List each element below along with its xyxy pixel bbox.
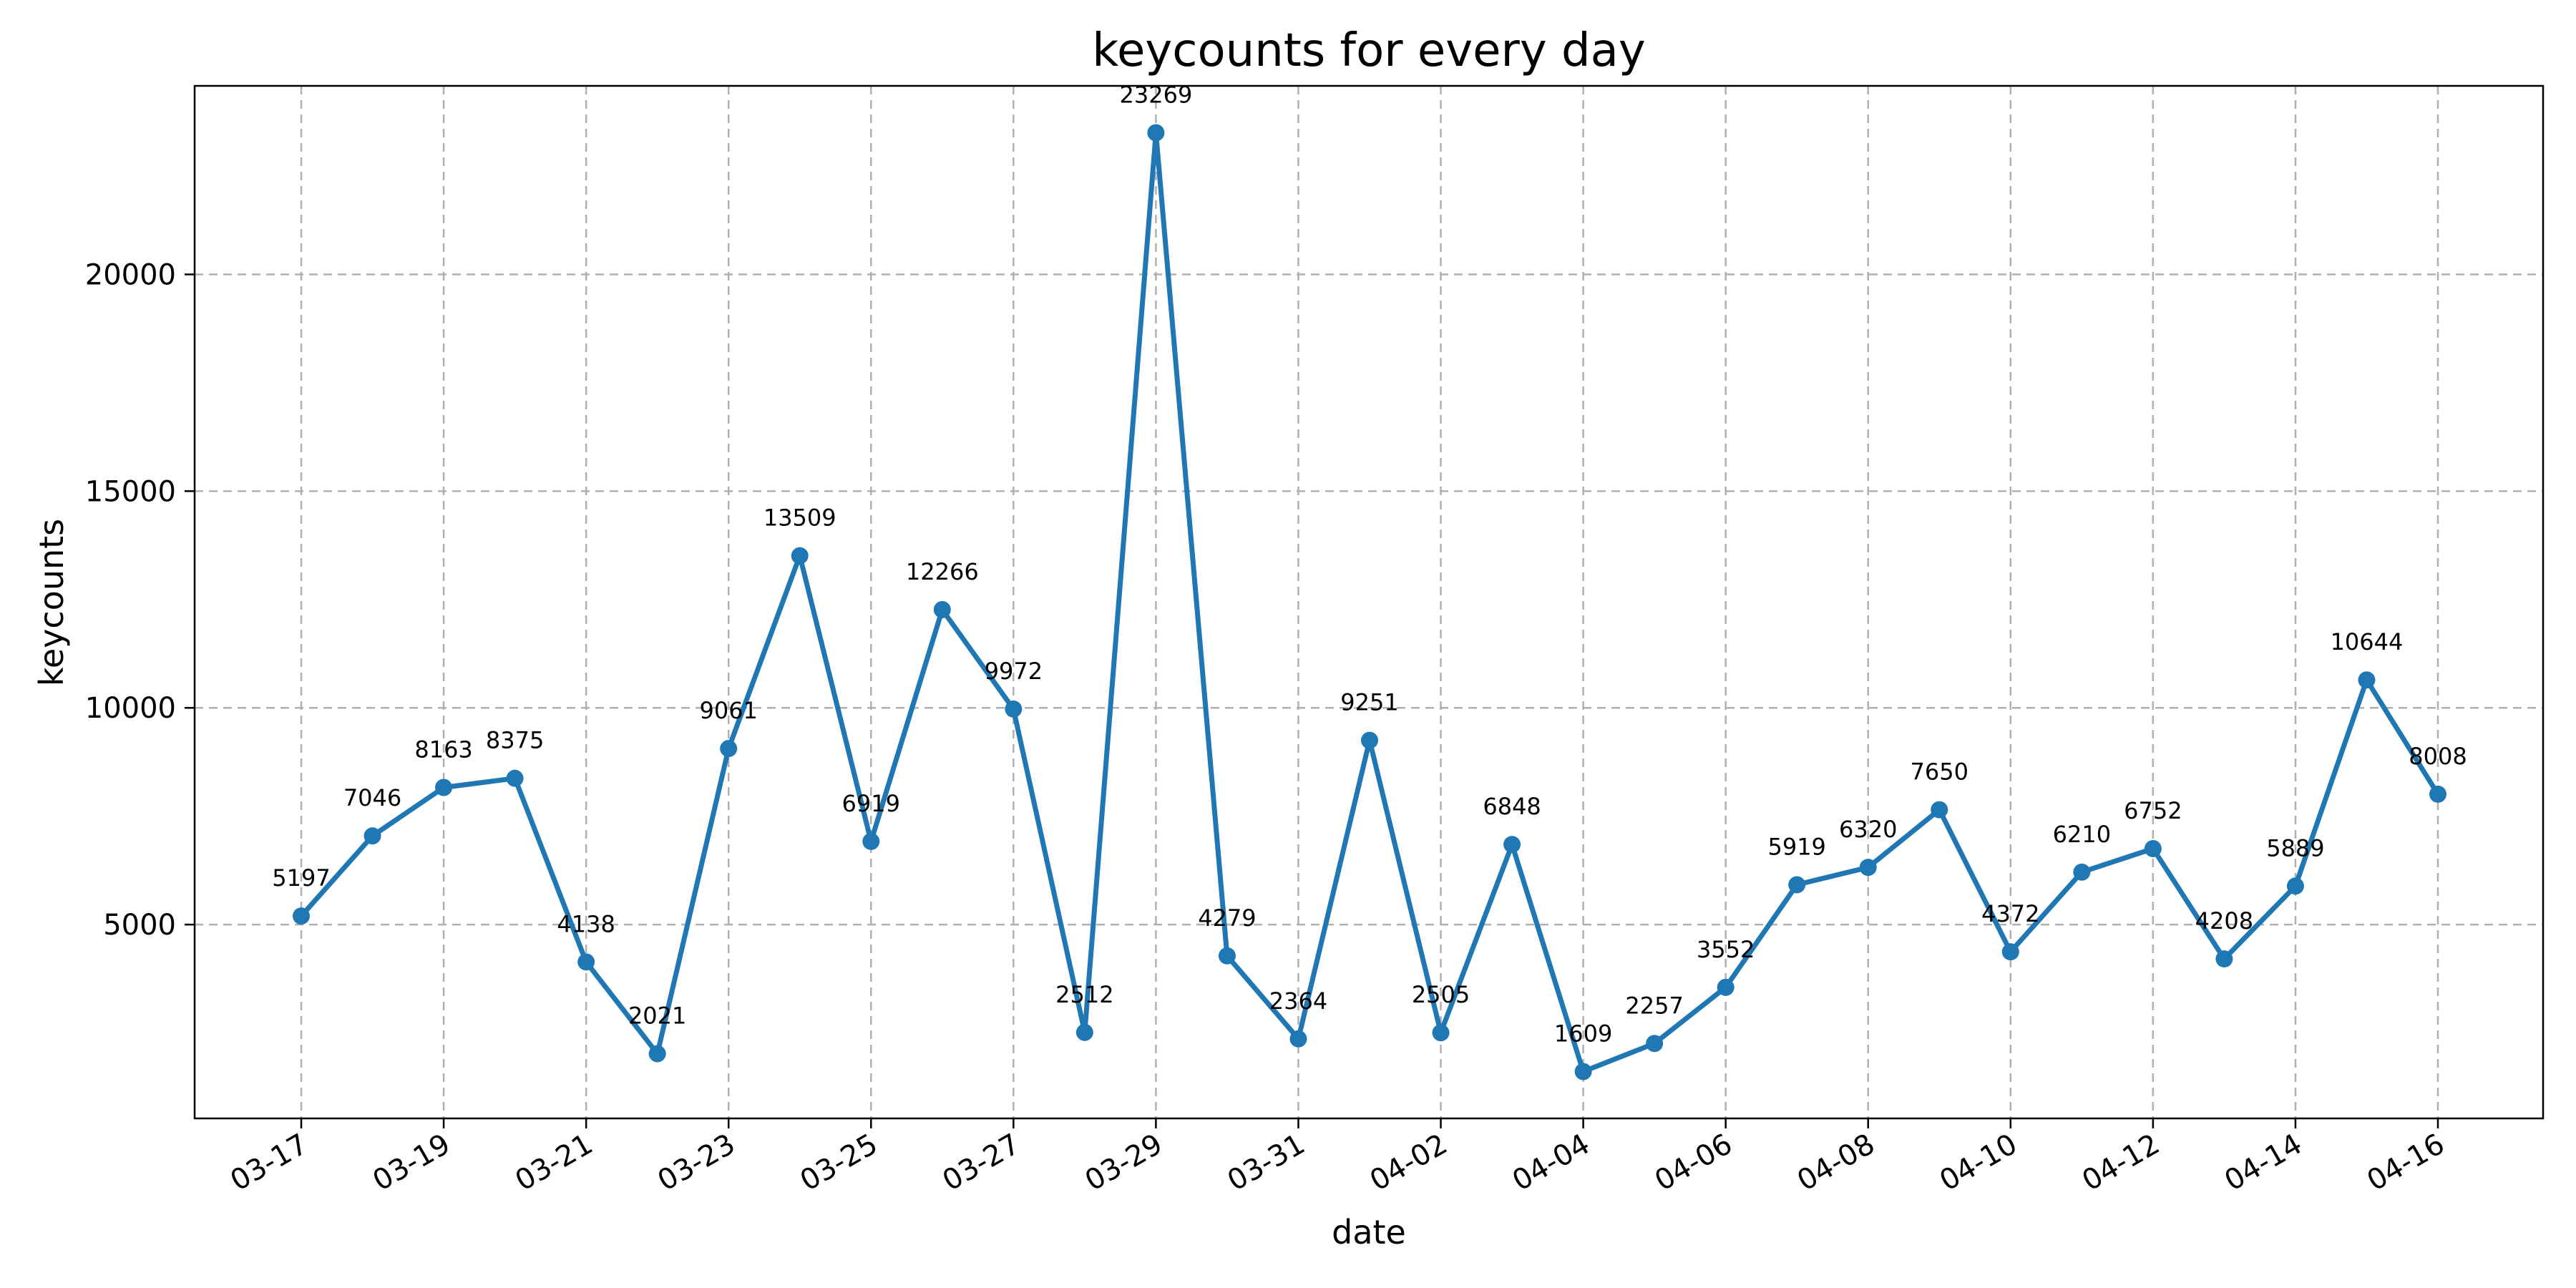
x-tick-label: 04-06	[1649, 1128, 1738, 1198]
data-label: 6320	[1839, 816, 1897, 843]
y-tick-label: 5000	[103, 909, 176, 942]
data-point[interactable]	[2001, 943, 2019, 961]
data-point[interactable]	[648, 1045, 666, 1063]
x-tick-label: 03-31	[1222, 1128, 1311, 1198]
x-tick-label: 03-29	[1080, 1128, 1169, 1198]
data-point[interactable]	[506, 769, 524, 787]
x-tick-label: 04-14	[2219, 1128, 2308, 1198]
grid	[195, 86, 2543, 1118]
data-point[interactable]	[720, 740, 738, 758]
data-label: 5919	[1767, 833, 1825, 860]
data-point[interactable]	[2286, 877, 2304, 895]
data-label: 10644	[2331, 628, 2404, 655]
data-point[interactable]	[1717, 978, 1735, 996]
x-tick-label: 03-25	[795, 1128, 884, 1198]
y-tick-label: 10000	[85, 692, 176, 725]
data-point[interactable]	[1289, 1030, 1307, 1048]
data-point[interactable]	[1931, 801, 1948, 819]
data-label: 4208	[2195, 907, 2253, 935]
data-label: 7046	[343, 784, 401, 811]
y-tick-label: 15000	[85, 475, 176, 508]
data-point[interactable]	[791, 547, 809, 565]
data-point[interactable]	[2144, 839, 2162, 857]
x-tick-label: 04-10	[1934, 1128, 2023, 1198]
data-label: 2364	[1269, 987, 1327, 1015]
x-tick-label: 04-12	[2077, 1128, 2165, 1198]
data-label: 2505	[1412, 981, 1470, 1008]
data-point[interactable]	[862, 832, 880, 850]
data-label: 4138	[557, 910, 615, 937]
data-label: 2512	[1055, 981, 1113, 1008]
x-tick-label: 04-16	[2361, 1128, 2450, 1198]
data-point[interactable]	[2429, 785, 2446, 803]
data-point[interactable]	[1361, 731, 1378, 749]
data-label: 5197	[272, 864, 330, 892]
data-point[interactable]	[1075, 1023, 1093, 1041]
y-tick-label: 20000	[85, 258, 176, 291]
x-axis: 03-17 03-19 03-21 03-23 03-25 03-27 03-29 03-31…	[225, 1118, 2450, 1198]
data-point[interactable]	[2073, 863, 2091, 881]
x-tick-label: 04-04	[1507, 1128, 1596, 1198]
data-label: 5889	[2266, 834, 2324, 862]
data-label: 7650	[1911, 758, 1968, 786]
data-point[interactable]	[1574, 1063, 1592, 1080]
data-point[interactable]	[1005, 700, 1023, 718]
data-label: 8008	[2409, 743, 2467, 770]
data-label: 6848	[1483, 793, 1541, 820]
data-label: 6752	[2124, 797, 2182, 824]
x-tick-label: 04-08	[1792, 1128, 1880, 1198]
x-tick-label: 03-27	[937, 1128, 1026, 1198]
data-point[interactable]	[577, 953, 595, 971]
data-label: 3552	[1697, 936, 1755, 963]
data-label: 9972	[985, 658, 1043, 685]
data-label: 9061	[699, 697, 757, 724]
data-point[interactable]	[2215, 950, 2233, 968]
data-label: 1609	[1554, 1020, 1612, 1048]
x-axis-label: date	[1332, 1213, 1406, 1252]
chart-title: keycounts for every day	[1092, 24, 1646, 77]
x-tick-label: 03-19	[367, 1128, 456, 1198]
data-label: 4279	[1198, 904, 1256, 932]
data-point[interactable]	[1859, 859, 1877, 877]
x-tick-label: 03-21	[509, 1128, 598, 1198]
data-label: 13509	[763, 504, 836, 532]
x-tick-label: 03-17	[225, 1128, 313, 1198]
data-point[interactable]	[1646, 1035, 1664, 1053]
data-point[interactable]	[1503, 836, 1521, 854]
data-label: 8163	[414, 736, 472, 763]
data-label: 2021	[628, 1002, 686, 1030]
data-point[interactable]	[1147, 124, 1165, 142]
data-label: 6210	[2053, 821, 2111, 848]
plot-frame	[193, 84, 2545, 1120]
y-axis-label: keycounts	[32, 519, 71, 686]
data-point[interactable]	[1218, 947, 1236, 965]
x-tick-label: 04-02	[1365, 1128, 1453, 1198]
data-label: 8375	[486, 727, 544, 754]
data-point[interactable]	[933, 600, 951, 618]
data-point[interactable]	[293, 907, 310, 925]
y-axis: 5000 10000 15000 20000	[85, 258, 195, 942]
data-label: 6919	[842, 790, 900, 817]
data-point[interactable]	[1432, 1024, 1450, 1042]
data-point[interactable]	[364, 827, 381, 845]
data-label: 12266	[906, 558, 979, 585]
series	[293, 124, 2446, 1080]
data-label: 4372	[1981, 900, 2039, 927]
data-labels: 5197 7046 8163 8375 4138 2021 9061 13509 6919 122…	[272, 81, 2467, 1047]
data-label: 9251	[1340, 689, 1398, 716]
data-point[interactable]	[2358, 671, 2376, 689]
data-point[interactable]	[1788, 876, 1806, 894]
x-tick-label: 03-23	[653, 1128, 741, 1198]
data-label: 2257	[1625, 992, 1683, 1019]
data-point[interactable]	[435, 779, 453, 796]
